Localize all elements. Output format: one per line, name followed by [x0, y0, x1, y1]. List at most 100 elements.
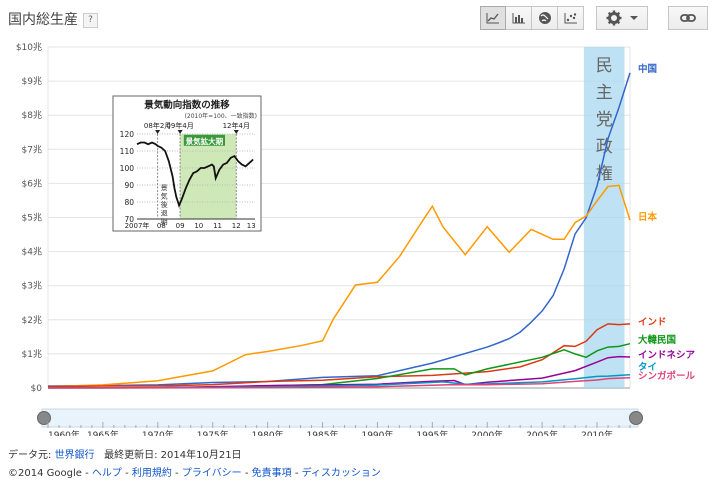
slider-handle-right	[629, 411, 643, 425]
y-tick-label: $1兆	[22, 349, 42, 360]
map-button[interactable]	[532, 6, 558, 30]
series-line	[47, 377, 631, 389]
inset-x-label: 08	[157, 222, 166, 230]
inset-vertical-label: 退	[161, 209, 168, 218]
inset-mark-label: 08年2月	[144, 121, 171, 130]
x-tick-label: 1980年	[252, 429, 284, 436]
series-line	[47, 184, 631, 388]
x-tick-label: 1995年	[416, 429, 448, 436]
inset-y-label: 70	[124, 215, 134, 224]
series-label: 中国	[638, 63, 657, 75]
bar-chart-button[interactable]	[506, 6, 532, 30]
x-tick-label: 1990年	[361, 429, 393, 436]
highlight-rect	[583, 47, 625, 388]
inset-green-label: 景気拡大期	[186, 136, 224, 146]
settings-group	[596, 6, 648, 30]
series-label: 日本	[638, 211, 658, 223]
source-link[interactable]: 世界銀行	[54, 450, 95, 461]
gdp-chart: $0$1兆$2兆$3兆$4兆$5兆$6兆$7兆$8兆$9兆$10兆 民主党政権 …	[16, 42, 696, 436]
y-tick-label: $8兆	[22, 110, 42, 121]
x-tick-label: 1965年	[87, 429, 119, 436]
x-tick-label: 1975年	[197, 429, 229, 436]
inset-index-line	[136, 141, 254, 208]
y-tick-label: $9兆	[22, 76, 42, 87]
inset-x-label: 09	[176, 222, 185, 230]
help-button[interactable]: ?	[83, 13, 98, 28]
source-line: データ元: 世界銀行 最終更新日: 2014年10月21日	[8, 446, 242, 461]
x-tick-label: 2005年	[526, 429, 558, 436]
discussion-link[interactable]: ディスカッション	[301, 468, 381, 479]
privacy-link[interactable]: プライバシー	[181, 468, 242, 479]
inset-x-label: 2007年	[125, 221, 150, 230]
copyright-line: ©2014 Google - ヘルプ - 利用規約 - プライバシー - 免責事…	[8, 468, 381, 479]
slider-track	[41, 408, 639, 428]
inset-y-label: 110	[120, 147, 135, 156]
series-label: インド	[638, 317, 667, 328]
inset-x-label: 12	[232, 222, 241, 230]
source-label: データ元:	[8, 450, 52, 461]
inset-vertical-label: 気	[161, 192, 168, 201]
inset-green-tag	[183, 134, 226, 146]
inset-y-label: 100	[120, 164, 135, 173]
settings-button[interactable]	[596, 6, 648, 30]
disclaimer-link[interactable]: 免責事項	[251, 468, 292, 479]
page-title: 国内総生産?	[8, 9, 98, 29]
link-button[interactable]	[668, 6, 708, 30]
chevron-down-icon	[630, 16, 638, 20]
x-tick-label: 2010年	[581, 429, 613, 436]
inset-y-label: 120	[120, 130, 135, 139]
inset-expansion-band	[180, 134, 237, 219]
inset-vertical-label: 景	[161, 184, 168, 192]
y-tick-label: $6兆	[22, 178, 42, 189]
inset-mark-arrow	[177, 130, 183, 134]
inset-chart: 景気動向指数の推移(2010年=100、一致指数) 120 110 100 90 80 70…	[112, 95, 262, 232]
highlight-label: 党	[596, 110, 613, 130]
y-tick-label: $3兆	[22, 281, 42, 292]
x-tick-label: 1970年	[142, 429, 174, 436]
inset-x-label: 11	[213, 222, 222, 230]
copyright: ©2014 Google -	[8, 468, 89, 479]
inset-mark-arrow	[233, 130, 239, 134]
highlight-label: 政	[596, 137, 613, 157]
slider-handle-left	[37, 411, 51, 425]
link-group	[668, 6, 708, 30]
inset-x-label: 10	[194, 222, 203, 230]
highlight-label: 民	[596, 56, 613, 76]
y-tick-label: $4兆	[22, 247, 42, 258]
inset-title: 景気動向指数の推移	[143, 99, 230, 111]
series-label: 大韓民国	[638, 334, 676, 346]
series-label: タイ	[638, 361, 657, 373]
highlight-label: 主	[596, 83, 613, 103]
scatter-button[interactable]	[558, 6, 584, 30]
globe-icon	[538, 12, 551, 24]
gear-icon	[606, 10, 622, 26]
highlight-label: 権	[596, 164, 613, 184]
title-text: 国内総生産	[8, 12, 78, 28]
inset-mark-arrow	[155, 130, 161, 134]
series-label: シンガポール	[638, 370, 696, 382]
inset-y-label: 90	[124, 181, 134, 190]
x-tick-label: 2000年	[471, 429, 503, 436]
chart-type-group	[480, 6, 584, 30]
y-tick-label: $5兆	[22, 213, 42, 224]
link-icon	[680, 14, 696, 22]
inset-x-label: 13	[247, 222, 256, 230]
x-tick-label: 1960年	[48, 429, 80, 436]
series-line	[47, 72, 631, 387]
time-slider[interactable]: 1960年 1965年 1970年 1975年 1980年 1985年 1990年 1995年…	[37, 408, 643, 436]
series-label: インドネシア	[638, 350, 696, 361]
series-line	[47, 323, 631, 388]
inset-vertical-label: 後	[161, 200, 168, 209]
x-tick-label: 1985年	[307, 429, 339, 436]
y-tick-label: $0	[31, 384, 43, 394]
terms-link[interactable]: 利用規約	[131, 468, 172, 479]
line-chart-button[interactable]	[480, 6, 506, 30]
inset-mark-label: 12年4月	[223, 121, 250, 130]
inset-subtitle: (2010年=100、一致指数)	[185, 112, 257, 120]
y-tick-label: $7兆	[22, 144, 42, 155]
y-tick-label: $2兆	[22, 315, 42, 326]
help-link[interactable]: ヘルプ	[91, 468, 122, 479]
line-chart-icon	[486, 13, 499, 24]
y-tick-label: $10兆	[16, 42, 42, 53]
